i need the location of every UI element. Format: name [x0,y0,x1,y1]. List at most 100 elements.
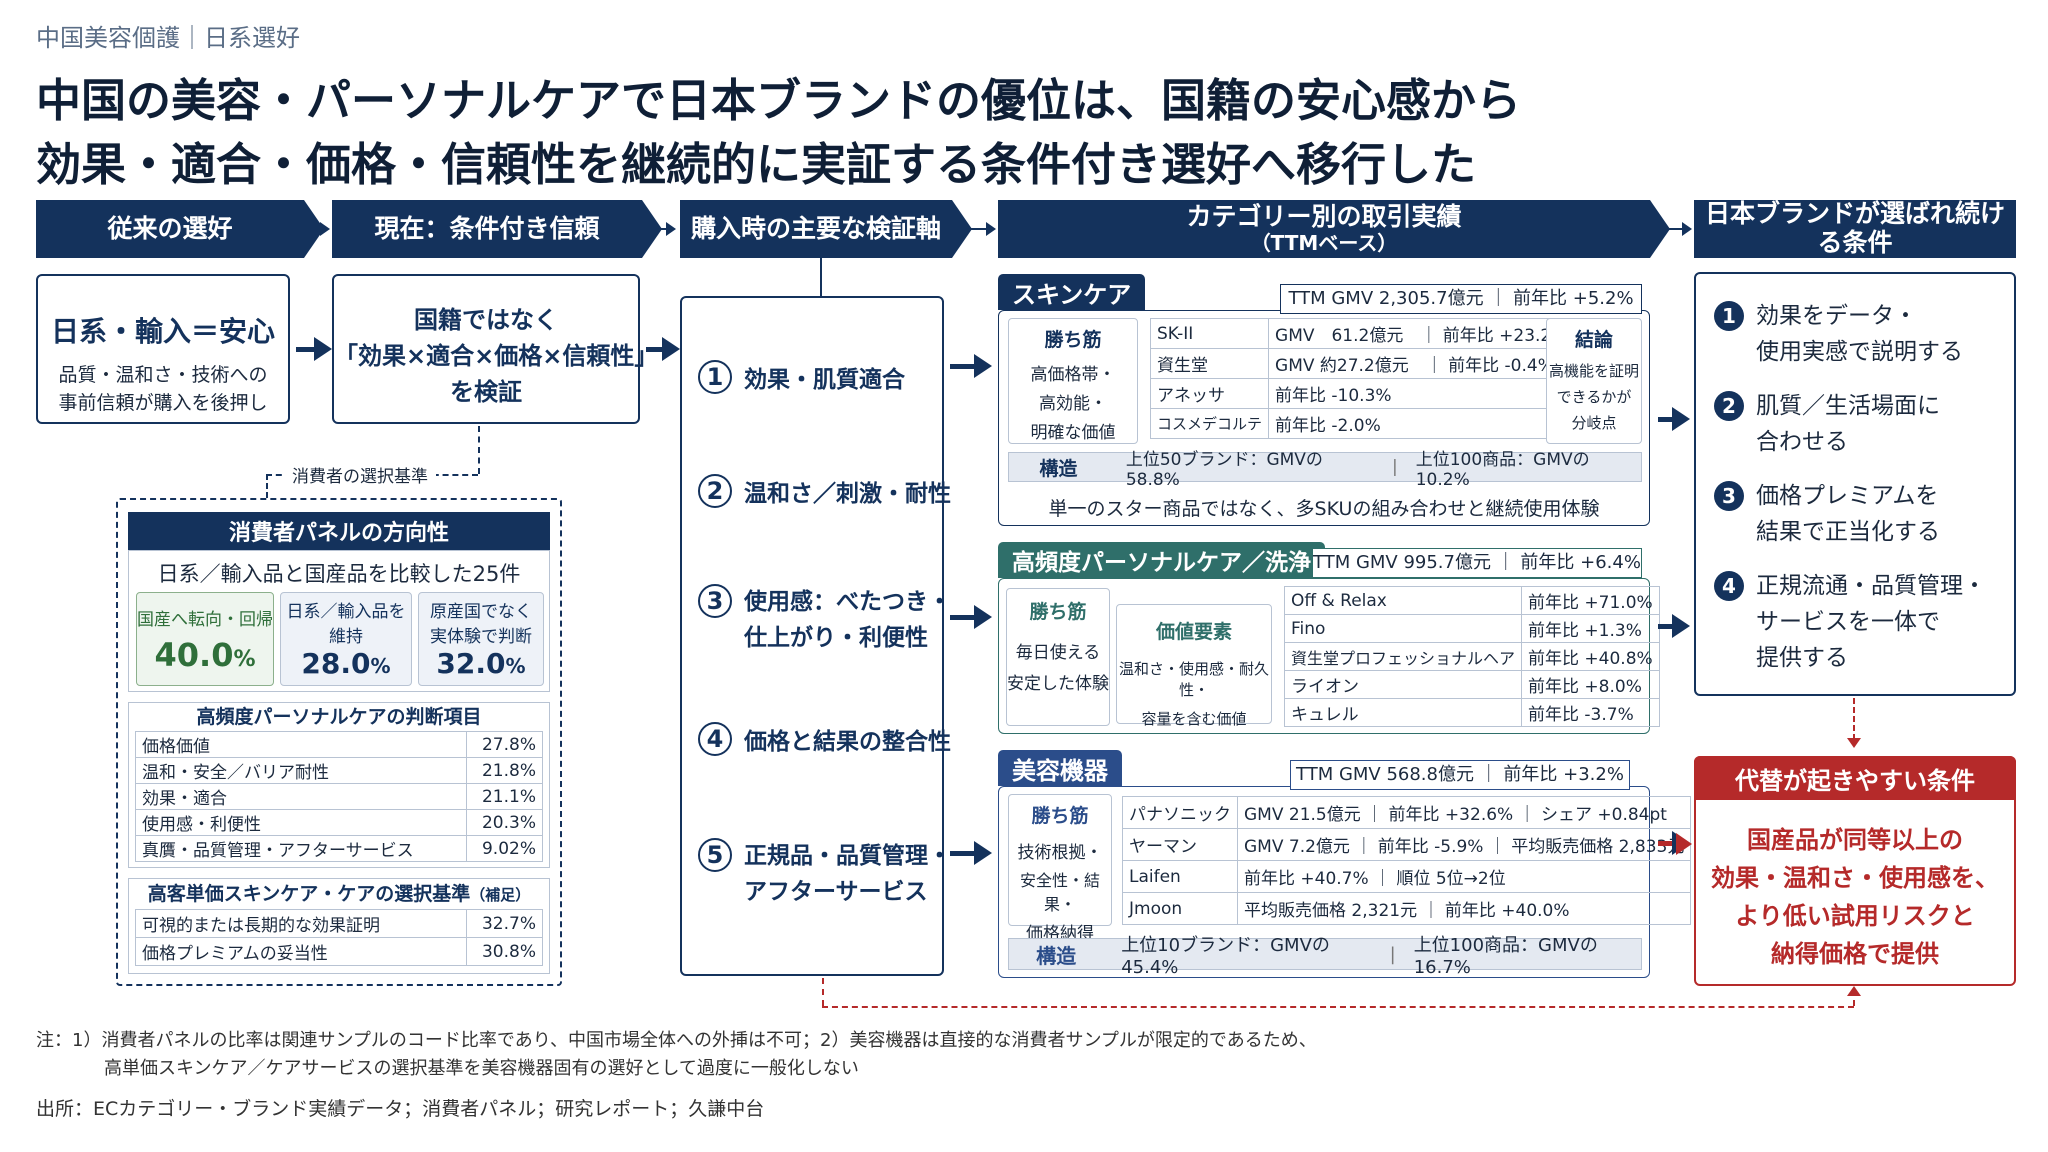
kpi-keep-japanese: 日系／輸入品を 維持 28.0% [280,592,412,686]
number-badge: 1 [698,360,732,394]
device-structure: 構造 上位10ブランド：GMVの45.4% | 上位100商品：GMVの16.7… [1008,935,1642,978]
flow-arrow [1658,831,1690,855]
conditions-box [1694,272,2016,696]
premium-section: 高客単価スキンケア・ケアの選択基準（補足） 可視的または長期的な効果証明 32.7… [128,878,550,974]
table-row: 効果・適合 21.1% [135,783,543,810]
page-title-line2: 効果・適合・価格・信頼性を継続的に実証する条件付き選好へ移行した [36,138,1477,191]
header-traditional: 従来の選好 [36,200,304,258]
freq-title: 高頻度パーソナルケアの判断項目 [196,706,482,728]
flow-arrow [1658,407,1690,431]
table-row: 可視的または長期的な効果証明 32.7% [135,909,543,938]
kpi-label: 国産へ転向・回帰 [137,610,273,630]
traditional-title: 日系・輸入＝安心 [50,315,275,348]
header-current: 現在：条件付き信頼 [332,200,642,258]
axis-item-5: 5 正規品・品質管理・ アフターサービス [698,838,951,910]
freq-section: 高頻度パーソナルケアの判断項目 価格価値 27.8% 温和・安全／バリア耐性 21.… [128,702,550,868]
flow-arrow [296,337,332,361]
personal-care-value: 価値要素 温和さ・使用感・耐久性・ 容量を含む価値 [1116,604,1272,728]
current-line1: 国籍ではなく [414,306,558,334]
skincare-win: 勝ち筋 高価格帯・ 高効能・ 明確な価値 [1008,318,1138,444]
header-connector [644,222,676,236]
table-row: コスメデコルテ 前年比 -2.0% [1149,408,1575,439]
table-row: パナソニック GMV 21.5億元 ｜ 前年比 +32.6% ｜ シェア +0.8… [1122,796,1692,829]
skincare-table: SK-II GMV 61.2億元 ｜ 前年比 +23.2% 資生堂 GMV 約27.… [1149,318,1575,439]
substitution-link-head [1847,738,1861,748]
substitution-line: より低い試用リスクと [1735,902,1975,930]
table-row: 温和・安全／バリア耐性 21.8% [135,757,543,784]
kpi-value: 32.0% [436,647,526,680]
kpi-label: 実体験で判断 [430,627,532,647]
kpi-value: 28.0% [301,647,391,680]
page-title-line1: 中国の美容・パーソナルケアで日本ブランドの優位は、国籍の安心感から [36,74,1522,127]
header-conditions: 日本ブランドが選ばれ続ける条件 [1694,199,2016,258]
axes-connector [820,258,822,296]
kpi-shift-domestic: 国産へ転向・回帰 40.0% [136,592,274,686]
table-row: キュレル 前年比 -3.7% [1283,698,1660,727]
structure-label: 構造 [1036,943,1077,968]
kpi-label: 日系／輸入品を [286,602,406,622]
substitution-line: 納得価格で提供 [1771,940,1939,968]
table-row: 価格価値 27.8% [135,731,543,758]
skincare-conclusion: 結論 高機能を証明 できるかが 分岐点 [1546,318,1642,444]
number-badge: 2 [1714,391,1744,421]
table-row: Jmoon 平均販売価格 2,321元 ｜ 前年比 +40.0% [1122,892,1692,925]
number-badge: 4 [1714,571,1744,601]
personal-care-ttm: TTM GMV 995.7億元 ｜ 前年比 +6.4% [1312,548,1642,578]
header-axes: 購入時の主要な検証軸 [680,200,952,258]
win-title: 勝ち筋 [1044,329,1102,351]
personal-care-tag: 高頻度パーソナルケア／洗浄 [998,542,1325,578]
source-line: 出所：ECカテゴリー・ブランド実績データ；消費者パネル；研究レポート；久謙中台 [36,1098,765,1120]
table-row: 価格プレミアムの妥当性 30.8% [135,937,543,966]
axis-item-2: 2 温和さ／刺激・耐性 [698,474,951,508]
criteria-link-line [266,474,268,498]
bottom-link [822,1006,1854,1008]
conclusion-title: 結論 [1574,329,1613,351]
bottom-link-head [1847,986,1861,996]
category-label: 中国美容個護｜日系選好 [36,24,300,52]
structure-label: 構造 [1039,457,1078,480]
criteria-link-label: 消費者の選択基準 [284,462,436,487]
table-row: 資生堂プロフェッショナルヘア 前年比 +40.8% [1283,642,1660,671]
axis-item-3: 3 使用感：べたつき・ 仕上がり・利便性 [698,584,951,656]
note-line2: 高単価スキンケア／ケアサービスの選択基準を美容機器固有の選好として過度に一般化し… [104,1058,859,1079]
axis-item-4: 4 価格と結果の整合性 [698,722,951,756]
substitution-line: 効果・温和さ・使用感を、 [1711,864,1999,892]
condition-item-3: 3 価格プレミアムを 結果で正当化する [1714,478,1940,550]
number-badge: 3 [1714,481,1744,511]
panel-title: 消費者パネルの方向性 [228,521,449,546]
condition-item-1: 1 効果をデータ・ 使用実感で説明する [1714,298,1963,370]
substitution-link [1853,698,1855,740]
axes-box [680,296,944,976]
table-row: Laifen 前年比 +40.7% ｜ 順位 5位→2位 [1122,860,1692,893]
kpi-value: 40.0% [154,636,256,674]
kpi-label: 維持 [329,627,363,647]
number-badge: 3 [698,584,732,618]
flow-arrowhead [1676,833,1692,855]
substitution-line: 国産品が同等以上の [1747,826,1963,854]
number-badge: 4 [698,722,732,756]
device-ttm: TTM GMV 568.8億元 ｜ 前年比 +3.2% [1290,760,1630,790]
header-connector [306,222,330,236]
condition-item-4: 4 正規流通・品質管理・ サービスを一体で 提供する [1714,568,1986,676]
table-row: Fino 前年比 +1.3% [1283,614,1660,643]
current-box: 国籍ではなく 「効果×適合×価格×信頼性」 を検証 [332,274,658,424]
table-row: アネッサ 前年比 -10.3% [1149,378,1575,409]
premium-title: 高客単価スキンケア・ケアの選択基準（補足） [147,883,531,905]
flow-arrow [950,354,992,378]
table-row: ライオン 前年比 +8.0% [1283,670,1660,699]
consumer-panel [116,498,562,986]
traditional-box: 日系・輸入＝安心 品質・温和さ・技術への 事前信頼が購入を後押し [36,274,290,424]
skincare-ttm: TTM GMV 2,305.7億元 ｜ 前年比 +5.2% [1280,284,1642,314]
header-connector [954,222,996,236]
current-line3: を検証 [450,378,522,406]
axis-item-1: 1 効果・肌質適合 [698,360,905,394]
table-row: 使用感・利便性 20.3% [135,809,543,836]
substitution-title-bar: 代替が起きやすい条件 [1694,756,2016,800]
panel-subtitle: 日系／輸入品と国産品を比較した25件 [157,562,521,586]
header-category-results: カテゴリー別の取引実績 （TTMベース） [998,200,1650,258]
note-line1: 注：1）消費者パネルの比率は関連サンプルのコード比率であり、中国市場全体への外挿… [36,1030,1317,1051]
premium-table: 可視的または長期的な効果証明 32.7% 価格プレミアムの妥当性 30.8% [135,909,543,966]
skincare-footer: 単一のスター商品ではなく、多SKUの組み合わせと継続使用体験 [1048,498,1600,520]
table-row: 資生堂 GMV 約27.2億元 ｜ 前年比 -0.4% [1149,348,1575,379]
header-connector [1652,222,1692,236]
